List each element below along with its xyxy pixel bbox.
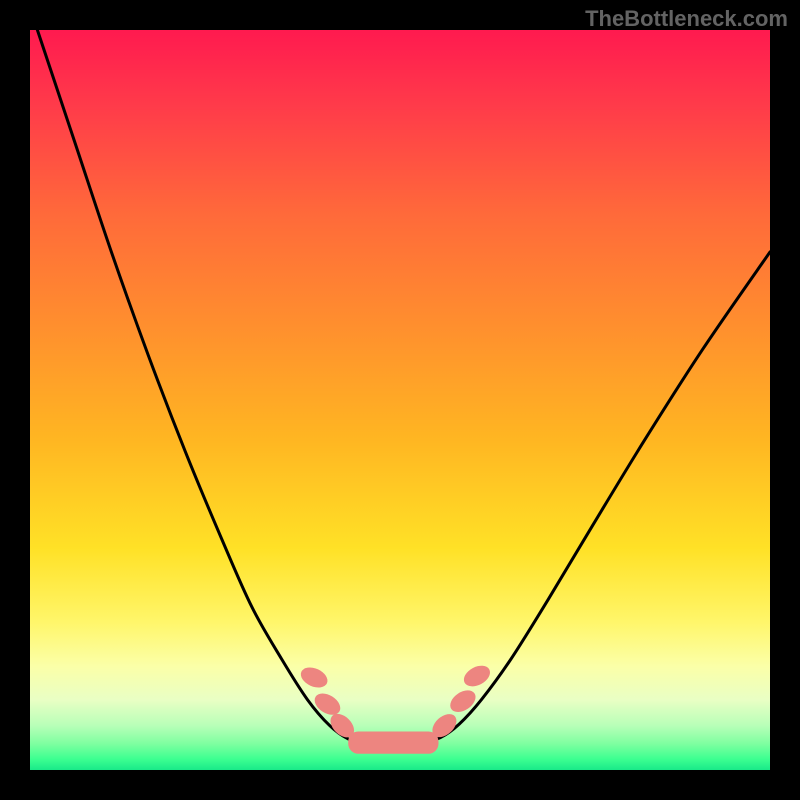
plot-area [30, 30, 770, 770]
trough-marker-bar [348, 732, 438, 754]
bottleneck-curve-chart [0, 0, 800, 800]
chart-stage: TheBottleneck.com [0, 0, 800, 800]
